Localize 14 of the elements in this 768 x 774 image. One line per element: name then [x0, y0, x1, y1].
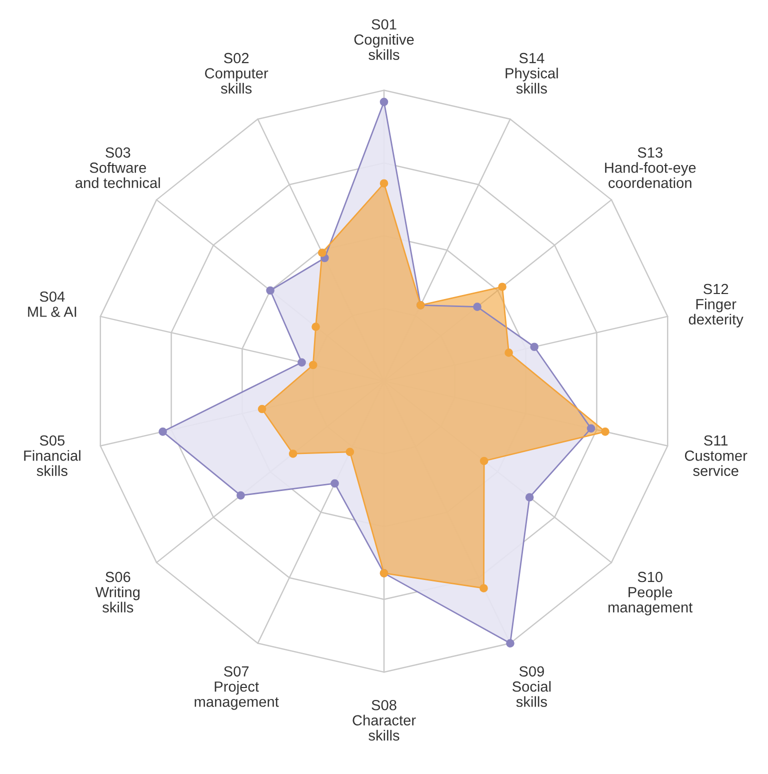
spoke-label: S12 Finger dexterity: [688, 284, 744, 328]
spoke-label: S08 Character skills: [352, 700, 416, 741]
spoke-label: S06 Writing skills: [95, 572, 140, 612]
spoke-label: S03 Software and technical: [76, 147, 160, 188]
spoke-label: S13 Hand-foot-eye coordenation: [605, 147, 696, 188]
spoke-label: S02 Computer skills: [205, 52, 268, 94]
spoke-label: S05 Financial skills: [24, 435, 80, 476]
spoke-label: S14 Physical skills: [506, 52, 558, 94]
spoke-label: S07 Project management: [194, 666, 279, 710]
spoke-label: S10 People management: [608, 572, 693, 616]
spoke-label: S11 Customer service: [684, 435, 748, 476]
spoke-label: S01 Cognitive skills: [354, 19, 414, 60]
spoke-label: S09 Social skills: [512, 666, 551, 707]
spoke-label: S04 ML & AI: [28, 291, 76, 317]
